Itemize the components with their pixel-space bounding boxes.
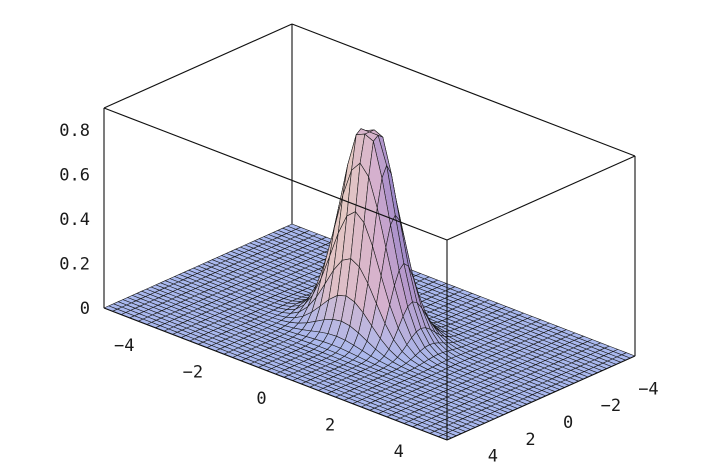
z-tick-label: 0.4	[59, 210, 90, 230]
x-tick-label: −2	[183, 363, 203, 383]
z-tick-label: 0.6	[59, 166, 90, 186]
x-tick-label: 0	[256, 389, 266, 409]
x-tick-label: 4	[394, 442, 404, 462]
y-tick-label: −4	[638, 379, 658, 399]
box-edge	[446, 155, 636, 241]
y-tick-label: 0	[563, 413, 573, 433]
box-edge	[103, 107, 448, 241]
x-tick-label: 2	[325, 415, 335, 435]
tick-labels: −4 −2 0 2 4 −4 −2 0 2 4 0 0.2 0.4 0.6 0.8	[59, 121, 658, 466]
z-tick-label: 0.8	[59, 121, 90, 141]
z-tick-label: 0.2	[59, 255, 90, 275]
surface-mesh	[103, 128, 636, 441]
box-edge	[446, 355, 636, 441]
box-edge	[103, 23, 293, 109]
y-tick-label: −2	[601, 396, 621, 416]
box-edge	[291, 23, 636, 157]
box-edge	[103, 307, 448, 441]
y-tick-label: 2	[525, 430, 535, 450]
x-tick-label: −4	[114, 336, 134, 356]
bounding-box	[103, 23, 636, 441]
z-tick-label: 0	[80, 299, 90, 319]
y-tick-label: 4	[488, 447, 498, 466]
